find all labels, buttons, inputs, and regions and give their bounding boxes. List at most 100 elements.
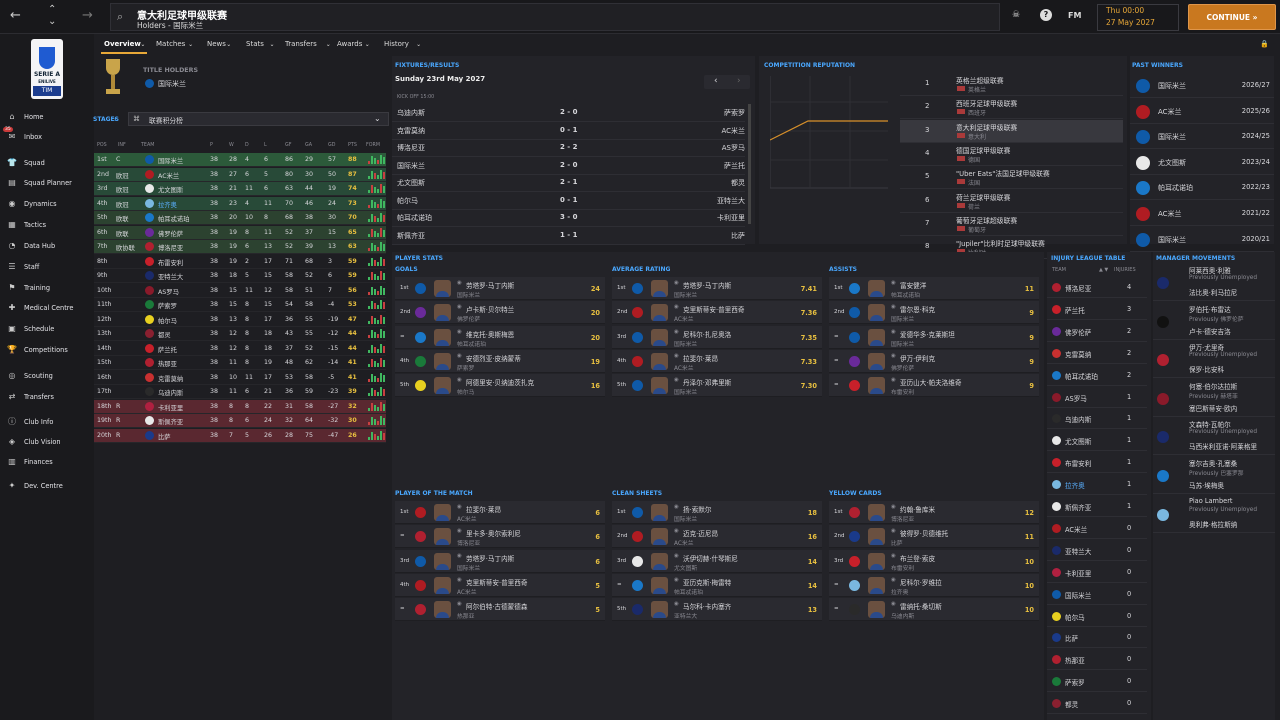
table-header[interactable]: GF (285, 143, 292, 148)
past-winner-row[interactable]: 帕耳忒诺珀 2022/23 (1130, 175, 1274, 201)
player-club[interactable]: 博洛尼亚 (891, 517, 915, 523)
player-stat-row[interactable]: = ◉ 里卡多·奥尔索利尼 博洛尼亚 6 (395, 525, 605, 549)
player-photo[interactable] (868, 528, 885, 546)
player-club[interactable]: 国际米兰 (674, 293, 698, 299)
table-header[interactable]: INF (118, 143, 126, 148)
injury-team[interactable]: 比萨 (1065, 635, 1079, 644)
fixture-row[interactable]: 国际米兰 2 - 0 萨兰托 (392, 158, 745, 175)
sidebar-item-squad[interactable]: 👕 Squad (0, 155, 94, 173)
injury-row[interactable]: 亚特兰大 0 (1047, 540, 1147, 561)
player-club[interactable]: 比萨 (891, 541, 903, 548)
fixture-score[interactable]: 0 - 1 (560, 125, 578, 134)
table-team[interactable]: 克雷莫纳 (158, 375, 184, 383)
up-icon[interactable]: ⌃ (48, 4, 57, 15)
injury-team[interactable]: 帕耳忒诺珀 (1065, 372, 1098, 381)
manager-old[interactable]: 马苏·埃梅奥 (1189, 482, 1225, 490)
reputation-league[interactable]: 葡萄牙足球超级联赛 (956, 216, 1018, 225)
sidebar-item-club-vision[interactable]: ◈ Club Vision (0, 434, 94, 452)
player-club[interactable]: 佛罗伦萨 (457, 317, 481, 324)
injury-row[interactable]: 帕尔马 0 (1047, 606, 1147, 627)
player-photo[interactable] (651, 377, 668, 395)
past-winner-row[interactable]: AC米兰 2021/22 (1130, 201, 1274, 226)
player-club[interactable]: 尤文图斯 (674, 565, 698, 572)
table-team[interactable]: 热那亚 (158, 361, 177, 368)
injury-team[interactable]: 国际米兰 (1065, 591, 1092, 600)
past-winners-header[interactable]: PAST WINNERS (1132, 62, 1183, 69)
tab-matches[interactable]: Matches (156, 40, 186, 48)
player-stat-row[interactable]: 1st ◉ 劳塔罗·马丁内斯 国际米兰 24 (395, 277, 605, 300)
injury-team[interactable]: AC米兰 (1065, 525, 1088, 534)
player-name[interactable]: 扬·索默尔 (683, 506, 712, 514)
player-stat-row[interactable]: 3rd ◉ 尼科尔·扎尼奥洛 国际米兰 7.35 (612, 325, 822, 349)
player-club[interactable]: 拉齐奥 (891, 589, 909, 596)
player-name[interactable]: 亚历山大·帕夫洛维奇 (900, 379, 962, 388)
player-name[interactable]: 劳塔罗·马丁内斯 (466, 554, 515, 563)
manager-move-row[interactable]: 伊万·尤里奇 Previously Unemployed 保罗·比安科 (1153, 340, 1275, 379)
sidebar-item-data-hub[interactable]: ◔ Data Hub (0, 238, 94, 256)
player-club[interactable]: AC米兰 (674, 541, 694, 548)
injury-row[interactable]: 博洛尼亚 4 (1047, 277, 1147, 298)
down-icon[interactable]: ⌄ (48, 16, 57, 27)
title-search-box[interactable]: ⌕ 意大利足球甲级联赛 Holders - 国际米兰 (110, 3, 1000, 31)
player-name[interactable]: 彼得罗·贝德维托 (900, 530, 949, 539)
title-holders-team[interactable]: 国际米兰 (158, 80, 186, 88)
injury-team[interactable]: 萨索罗 (1065, 679, 1085, 688)
fixture-score[interactable]: 1 - 1 (560, 230, 578, 239)
table-row[interactable]: 5th 欧联 帕耳忒诺珀 38 20 10 8 68 38 30 70 (94, 211, 386, 225)
player-stat-row[interactable]: = ◉ 爱德华多·克莱斯坦 国际米兰 9 (829, 325, 1039, 349)
player-club[interactable]: 帕耳忒诺珀 (457, 341, 486, 348)
table-team[interactable]: 比萨 (158, 433, 171, 441)
table-row[interactable]: 14th 萨兰托 38 12 8 18 37 52 -15 44 (94, 342, 386, 356)
table-row[interactable]: 7th 欧协联 博洛尼亚 38 19 6 13 52 39 13 63 (94, 240, 386, 254)
player-stat-row[interactable]: = ◉ 伊万·伊利克 佛罗伦萨 9 (829, 349, 1039, 373)
table-header[interactable]: FORM (366, 143, 381, 148)
table-row[interactable]: 18th R 卡利亚里 38 8 8 22 31 58 -27 32 (94, 399, 386, 414)
manager-old[interactable]: 马西米利亚诺·阿莱格里 (1189, 443, 1258, 452)
player-name[interactable]: 雷尔恩·科克 (900, 306, 936, 315)
manager-old[interactable]: 塞巴斯蒂安·欧内 (1189, 404, 1238, 413)
player-stat-row[interactable]: 4th ◉ 克里斯蒂安·普里西奇 AC米兰 5 (395, 573, 605, 597)
injury-sort-icon[interactable]: ▲ ▼ (1099, 267, 1109, 273)
manager-old[interactable]: 保罗·比安科 (1189, 366, 1225, 375)
fixture-away[interactable]: 亚特兰大 (717, 196, 745, 205)
manager-new[interactable]: Piao Lambert (1189, 496, 1233, 505)
table-row[interactable]: 11th 萨索罗 38 15 8 15 54 58 -4 53 (94, 298, 386, 312)
tab-history[interactable]: History (384, 40, 409, 48)
past-winner-team[interactable]: 国际米兰 (1158, 235, 1186, 244)
past-winner-row[interactable]: AC米兰 2025/26 (1130, 99, 1274, 124)
player-photo[interactable] (868, 280, 885, 297)
player-name[interactable]: 卢卡斯·贝尔特兰 (466, 306, 515, 315)
manager-old[interactable]: 法比奥·利马拉尼 (1189, 289, 1238, 297)
player-club[interactable]: 布雷安利 (891, 390, 915, 397)
table-team[interactable]: 乌迪内斯 (158, 390, 184, 397)
player-photo[interactable] (434, 280, 451, 297)
table-row[interactable]: 12th 帕尔马 38 13 8 17 36 55 -19 47 (94, 313, 386, 327)
reputation-row[interactable]: 5 "Uber Eats"法国足球甲级联赛 法国 (900, 166, 1123, 190)
player-name[interactable]: 维克托·奥斯梅恩 (466, 330, 515, 339)
skull-icon[interactable]: ☠ (1012, 10, 1021, 20)
player-stat-row[interactable]: 5th ◉ 马尔科·卡内塞齐 亚特兰大 13 (612, 598, 822, 622)
serie-a-logo[interactable]: SERIE A ENILIVE TIM (31, 39, 63, 99)
player-name[interactable]: 阿德里安·贝纳迪茨扎克 (466, 379, 535, 388)
injury-team[interactable]: 斯佩齐亚 (1065, 504, 1092, 512)
sidebar-item-club-info[interactable]: ⓘ Club Info (0, 414, 94, 432)
player-club[interactable]: 国际米兰 (674, 341, 698, 348)
sidebar-item-schedule[interactable]: ▣ Schedule (0, 321, 94, 339)
player-stat-row[interactable]: 1st ◉ 拉斐尔·莱昂 AC米兰 6 (395, 501, 605, 524)
injury-header[interactable]: INJURY LEAGUE TABLE (1051, 255, 1126, 262)
sidebar-item-dev-centre[interactable]: ✦ Dev. Centre (0, 478, 94, 496)
sidebar-item-staff[interactable]: ☰ Staff (0, 259, 94, 277)
player-stat-row[interactable]: = ◉ 尼科尔·罗维拉 拉齐奥 10 (829, 573, 1039, 597)
player-name[interactable]: 安德烈亚·皮纳蒙蒂 (466, 354, 521, 363)
past-winner-team[interactable]: 帕耳忒诺珀 (1158, 184, 1193, 193)
player-club[interactable]: 布雷安利 (891, 565, 915, 572)
player-photo[interactable] (651, 352, 668, 370)
assists-header[interactable]: ASSISTS (829, 266, 857, 273)
fixture-score[interactable]: 2 - 1 (560, 178, 578, 186)
fixture-score[interactable]: 2 - 0 (560, 160, 578, 169)
table-header[interactable]: GD (328, 143, 336, 148)
player-club[interactable]: 博洛尼亚 (457, 541, 481, 548)
player-name[interactable]: 迈克·迈尼昂 (683, 530, 719, 539)
player-photo[interactable] (651, 528, 668, 546)
table-team[interactable]: 拉齐奥 (158, 201, 177, 209)
